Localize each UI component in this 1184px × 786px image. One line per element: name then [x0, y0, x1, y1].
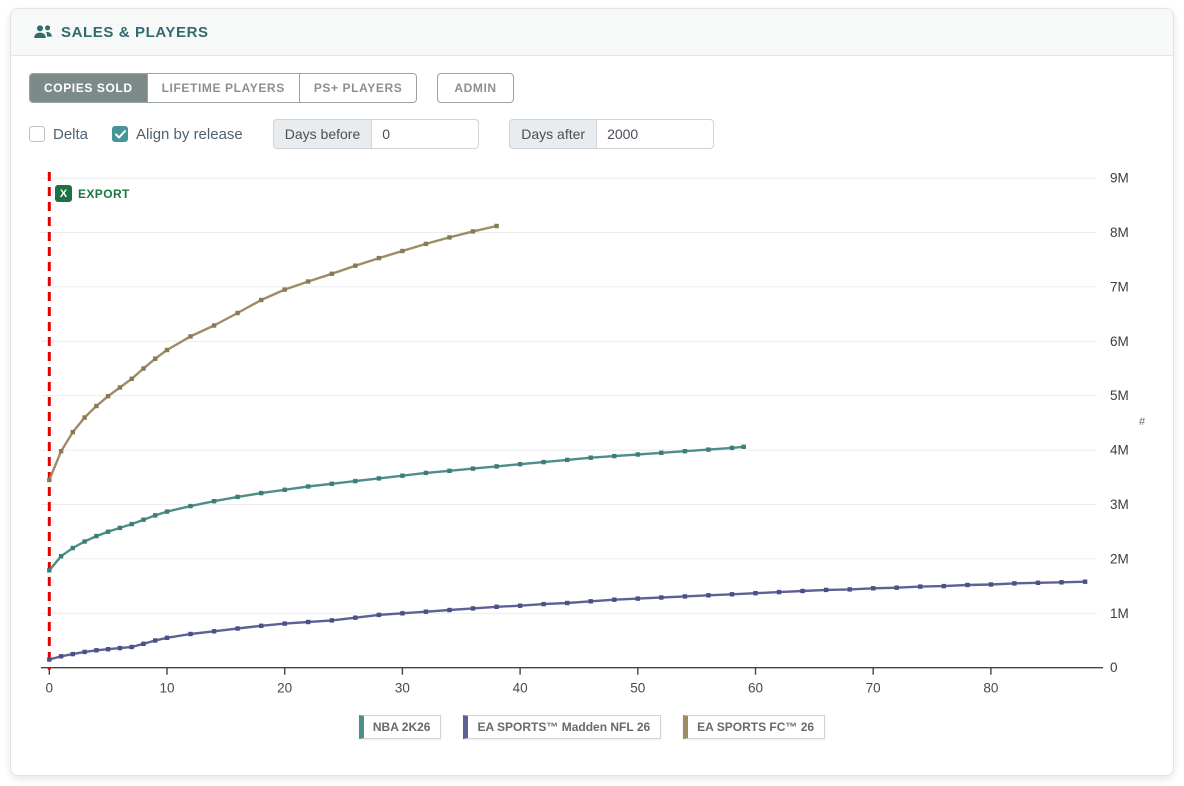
sales-players-panel: SALES & PLAYERS COPIES SOLD LIFETIME PLA… [10, 8, 1174, 776]
svg-text:40: 40 [513, 681, 528, 696]
svg-text:2M: 2M [1110, 551, 1129, 566]
chart-legend: NBA 2K26 EA SPORTS™ Madden NFL 26 EA SPO… [29, 715, 1155, 739]
svg-text:60: 60 [748, 681, 763, 696]
svg-text:9M: 9M [1110, 171, 1129, 186]
align-by-release-checkbox[interactable] [112, 126, 129, 142]
delta-label: Delta [53, 125, 89, 143]
tab-copies-sold[interactable]: COPIES SOLD [30, 74, 148, 102]
chart-canvas: 0 10 20 30 40 50 60 70 80 0 1M 2M 3M 4M 5M 6M 7M 8M 9M # [41, 171, 1146, 696]
days-before-input[interactable] [371, 119, 480, 149]
svg-text:#: # [1139, 416, 1146, 428]
svg-text:30: 30 [395, 681, 410, 696]
excel-file-icon: X [55, 185, 72, 202]
svg-text:5M: 5M [1110, 388, 1129, 403]
legend-item-madden-nfl-26[interactable]: EA SPORTS™ Madden NFL 26 [463, 715, 662, 739]
tab-ps-plus-players[interactable]: PS+ PLAYERS [299, 74, 417, 102]
export-label: EXPORT [78, 186, 130, 201]
days-after-input[interactable] [596, 119, 715, 149]
legend-item-ea-sports-fc-26[interactable]: EA SPORTS FC™ 26 [683, 715, 826, 739]
legend-item-nba-2k26[interactable]: NBA 2K26 [358, 715, 442, 739]
svg-text:6M: 6M [1110, 334, 1129, 349]
svg-text:3M: 3M [1110, 497, 1129, 512]
admin-button[interactable]: ADMIN [437, 73, 514, 103]
svg-text:20: 20 [277, 681, 292, 696]
days-after-label: Days after [509, 119, 597, 149]
delta-checkbox[interactable] [29, 126, 45, 142]
svg-text:4M: 4M [1110, 443, 1129, 458]
tab-lifetime-players[interactable]: LIFETIME PLAYERS [147, 74, 300, 102]
svg-text:10: 10 [159, 681, 174, 696]
align-by-release-label: Align by release [136, 125, 243, 143]
svg-text:0: 0 [46, 681, 54, 696]
days-after-group: Days after [509, 119, 715, 149]
export-button[interactable]: X EXPORT [55, 185, 130, 202]
tab-group: COPIES SOLD LIFETIME PLAYERS PS+ PLAYERS [29, 73, 418, 103]
panel-header: SALES & PLAYERS [11, 9, 1173, 56]
tabs-row: COPIES SOLD LIFETIME PLAYERS PS+ PLAYERS… [29, 73, 1155, 103]
svg-text:0: 0 [1110, 660, 1118, 675]
svg-text:80: 80 [983, 681, 998, 696]
days-before-label: Days before [272, 119, 372, 149]
svg-text:1M: 1M [1110, 606, 1129, 621]
delta-checkbox-wrap[interactable]: Delta [29, 126, 88, 143]
days-before-group: Days before [272, 119, 480, 149]
users-icon [33, 25, 53, 39]
sales-chart: 0 10 20 30 40 50 60 70 80 0 1M 2M 3M 4M 5M 6M 7M 8M 9M # X … [11, 157, 1173, 713]
svg-text:50: 50 [630, 681, 645, 696]
svg-text:8M: 8M [1110, 225, 1129, 240]
svg-text:70: 70 [866, 681, 881, 696]
svg-text:7M: 7M [1110, 279, 1129, 294]
align-by-release-checkbox-wrap[interactable]: Align by release [112, 126, 243, 143]
panel-title: SALES & PLAYERS [61, 23, 209, 41]
controls-row: Delta Align by release Days before Days … [29, 119, 1155, 149]
